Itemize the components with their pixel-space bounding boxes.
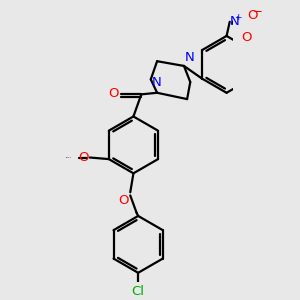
Text: methoxy: methoxy	[66, 157, 73, 158]
Text: Cl: Cl	[132, 285, 145, 298]
Text: −: −	[253, 5, 262, 18]
Text: O: O	[78, 151, 88, 164]
Text: O: O	[247, 9, 258, 22]
Text: N: N	[152, 76, 161, 89]
Text: O: O	[118, 194, 129, 207]
Text: N: N	[185, 51, 194, 64]
Text: N: N	[230, 15, 240, 28]
Text: O: O	[108, 87, 119, 100]
Text: +: +	[234, 13, 241, 22]
Text: O: O	[242, 31, 252, 44]
